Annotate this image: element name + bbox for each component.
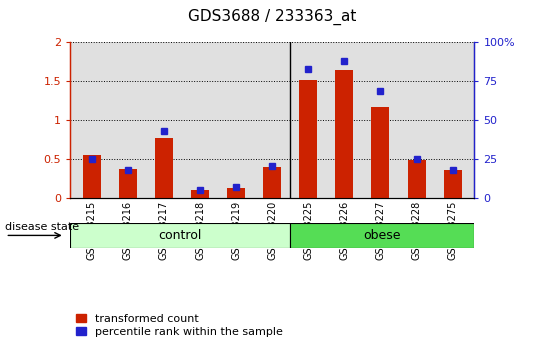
- Bar: [70, 223, 290, 248]
- Bar: [407, 160, 426, 198]
- Bar: [82, 155, 101, 198]
- Legend: transformed count, percentile rank within the sample: transformed count, percentile rank withi…: [75, 314, 282, 337]
- Bar: [155, 138, 173, 198]
- Bar: [191, 190, 209, 198]
- Text: obese: obese: [363, 229, 401, 242]
- Bar: [119, 169, 137, 198]
- Bar: [299, 80, 317, 198]
- Bar: [335, 70, 354, 198]
- Text: control: control: [158, 229, 202, 242]
- Bar: [263, 167, 281, 198]
- Bar: [444, 170, 462, 198]
- Text: disease state: disease state: [5, 222, 80, 232]
- Bar: [227, 188, 245, 198]
- Bar: [371, 107, 390, 198]
- Bar: [290, 223, 474, 248]
- Text: GDS3688 / 233363_at: GDS3688 / 233363_at: [188, 8, 356, 25]
